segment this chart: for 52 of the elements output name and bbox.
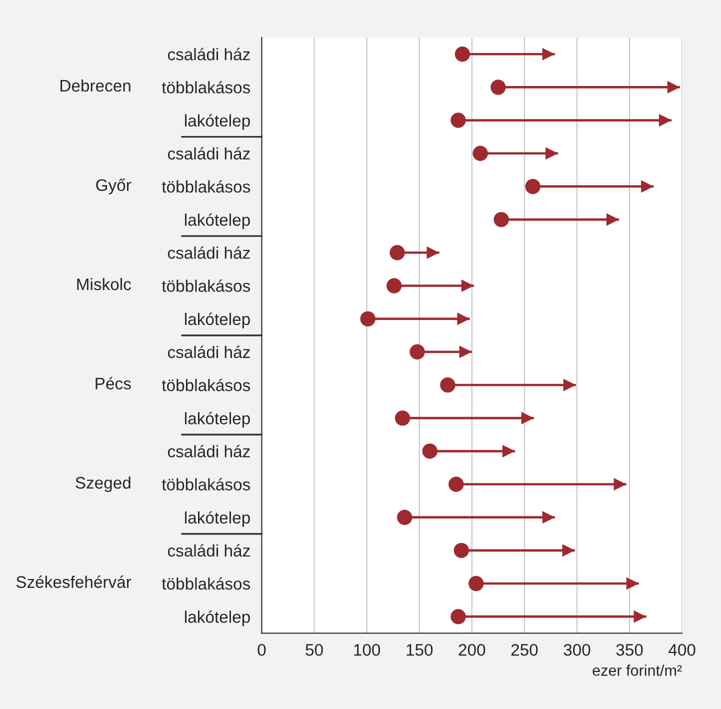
y-tick-label: lakótelep (185, 412, 250, 428)
point (360, 311, 376, 326)
y-tick-label: lakótelep (185, 610, 250, 626)
point (390, 245, 405, 260)
x-tick-label: 50 (306, 644, 323, 656)
text: Miskolc (77, 278, 131, 290)
point (448, 476, 464, 492)
y-tick-label: családi ház (168, 444, 250, 458)
y-tick-label: többlakásos (162, 180, 250, 193)
point (394, 410, 410, 426)
y-tick-label: többlakásos (162, 378, 250, 392)
y-tick-label: családi ház (168, 346, 250, 358)
point (440, 377, 456, 393)
point (454, 542, 469, 558)
x-tick-label: 150 (406, 644, 433, 656)
point (494, 212, 509, 228)
text: Szeged (76, 476, 130, 492)
x-tick-label: 0 (258, 644, 266, 656)
x-tick-label: 350 (616, 644, 643, 656)
point (454, 46, 470, 62)
y-tick-label: többlakásos (162, 577, 250, 590)
y-tick-label: lakótelep (185, 213, 250, 230)
text: Debrecen (60, 79, 130, 92)
y-tick-label: családi ház (168, 48, 250, 60)
point (525, 178, 540, 194)
point (490, 80, 506, 95)
y-tick-label: lakótelep (185, 114, 250, 130)
x-tick-label: 250 (511, 644, 538, 656)
y-tick-label: családi ház (168, 147, 250, 160)
x-tick-label: 400 (668, 644, 696, 656)
point (468, 576, 484, 592)
text: Székesfehérvár (16, 576, 132, 588)
point (472, 146, 488, 161)
x-tick-label: 100 (354, 644, 380, 656)
x-tick-label: 200 (458, 644, 486, 656)
y-tick-label: többlakásos (162, 80, 250, 94)
point (397, 510, 412, 525)
y-tick-label: lakótelep (185, 511, 250, 527)
y-tick-label: családi ház (168, 246, 250, 259)
point (450, 608, 466, 624)
point (386, 278, 402, 294)
text: Győr (96, 178, 132, 194)
point (410, 344, 425, 360)
x-axis-title: ezer forint/m² (592, 664, 682, 676)
y-tick-label: családi ház (168, 544, 250, 557)
x-tick-label: 300 (564, 644, 590, 656)
y-tick-label: többlakásos (162, 478, 250, 490)
y-tick-label: többlakásos (162, 279, 250, 292)
y-tick-label: lakótelep (185, 312, 250, 328)
point (450, 112, 466, 128)
text: Pécs (96, 377, 131, 390)
point (422, 444, 438, 459)
